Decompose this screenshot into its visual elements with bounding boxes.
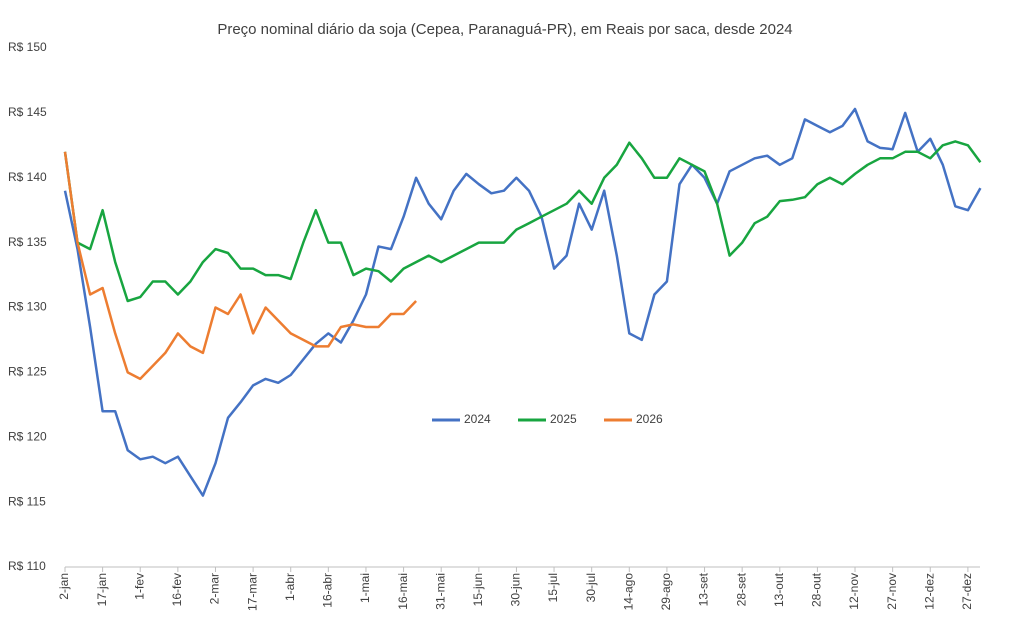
x-tick-label: 17-mar bbox=[245, 573, 259, 611]
x-tick-label: 27-nov bbox=[885, 573, 899, 610]
y-tick-label: R$ 120 bbox=[8, 429, 47, 443]
y-tick-label: R$ 115 bbox=[8, 494, 46, 508]
x-tick-label: 13-out bbox=[772, 572, 786, 607]
y-tick-label: R$ 125 bbox=[8, 365, 47, 379]
x-tick-label: 15-jun bbox=[471, 573, 485, 606]
x-tick-label: 16-mai bbox=[396, 573, 410, 610]
x-tick-label: 14-ago bbox=[621, 573, 635, 611]
x-tick-label: 29-ago bbox=[659, 573, 673, 611]
x-tick-label: 16-fev bbox=[170, 573, 184, 606]
y-tick-label: R$ 110 bbox=[8, 559, 46, 573]
x-tick-label: 15-jul bbox=[546, 573, 560, 602]
x-tick-label: 1-abr bbox=[283, 573, 297, 601]
y-tick-label: R$ 150 bbox=[8, 40, 47, 54]
x-tick-label: 1-fev bbox=[132, 573, 146, 600]
x-tick-label: 12-dez bbox=[922, 573, 936, 610]
x-tick-label: 12-nov bbox=[847, 573, 861, 610]
x-tick-label: 31-mai bbox=[433, 573, 447, 610]
x-tick-label: 30-jul bbox=[584, 573, 598, 602]
y-tick-label: R$ 145 bbox=[8, 105, 47, 119]
x-tick-label: 1-mai bbox=[358, 573, 372, 603]
x-tick-label: 2-jan bbox=[57, 573, 71, 600]
line-series bbox=[63, 151, 418, 381]
chart-title: Preço nominal diário da soja (Cepea, Par… bbox=[217, 21, 792, 38]
x-tick-label: 30-jun bbox=[509, 573, 523, 606]
x-tick-label: 28-out bbox=[810, 572, 824, 607]
legend-label: 2024 bbox=[464, 412, 491, 426]
line-series bbox=[63, 140, 982, 303]
y-tick-label: R$ 140 bbox=[8, 170, 47, 184]
legend-label: 2026 bbox=[636, 412, 663, 426]
line-series bbox=[63, 107, 982, 497]
x-tick-label: 2-mar bbox=[208, 573, 222, 604]
x-tick-label: 13-set bbox=[697, 572, 711, 606]
x-tick-label: 17-jan bbox=[95, 573, 109, 606]
y-tick-label: R$ 130 bbox=[8, 300, 47, 314]
x-tick-label: 28-set bbox=[734, 572, 748, 606]
x-tick-label: 27-dez bbox=[960, 573, 974, 610]
x-tick-label: 16-abr bbox=[321, 573, 335, 608]
y-tick-label: R$ 135 bbox=[8, 235, 47, 249]
legend-label: 2025 bbox=[550, 412, 577, 426]
